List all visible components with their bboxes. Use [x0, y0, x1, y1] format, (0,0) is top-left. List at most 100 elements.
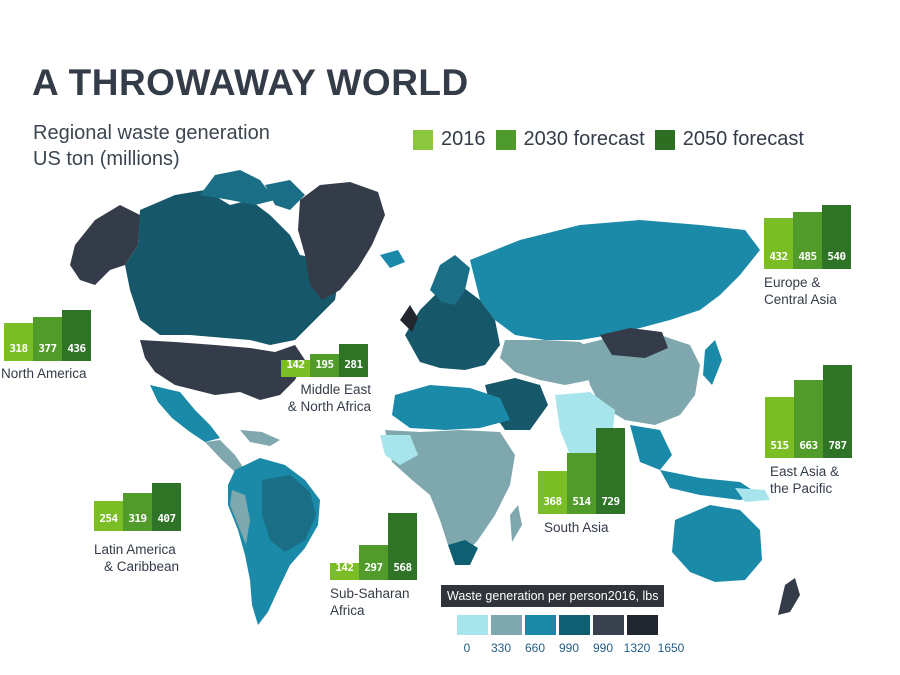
bar-value-2016: 515: [770, 439, 789, 452]
chart-subtitle: Regional waste generation US ton (millio…: [33, 120, 270, 172]
japan-shape: [703, 340, 722, 385]
bar-value-2050: 787: [828, 439, 847, 452]
central-america-shape: [205, 440, 245, 472]
bar-value-2030: 514: [572, 495, 591, 508]
scandinavia-shape: [430, 255, 470, 305]
central-asia-shape: [500, 340, 600, 385]
bar-2016: 318: [4, 323, 33, 361]
legend-item-2016: 2016: [413, 128, 486, 151]
bar-value-2050: 281: [344, 358, 363, 371]
legend-swatch-2016: [413, 129, 433, 150]
region-label-line-2: Central Asia: [764, 292, 837, 307]
region-label-line-1: Sub-Saharan: [330, 586, 410, 601]
region-label: North America: [1, 365, 91, 382]
region-north-america: 318 377 436 North America: [1, 310, 91, 382]
region-label-line-1: East Asia &: [770, 464, 840, 479]
scale-title: Waste generation per person2016, lbs: [441, 585, 665, 607]
scale-swatches: [457, 615, 691, 635]
china-shape: [580, 335, 700, 425]
region-label-line-2: & Caribbean: [104, 559, 180, 574]
bar-value-2016: 142: [335, 561, 354, 574]
region-mena: 142 195 281 Middle East & North Africa: [281, 344, 371, 415]
bar-2050: 281: [339, 344, 368, 377]
madagascar-shape: [510, 505, 522, 542]
bar-2030: 485: [793, 212, 822, 269]
southeast-asia-shape: [630, 425, 760, 500]
bar-2050: 407: [152, 483, 181, 531]
uk-shape: [400, 305, 418, 332]
region-label: Middle East & North Africa: [281, 381, 371, 415]
scale-swatch-2: [491, 615, 522, 635]
bar-2050: 436: [62, 310, 91, 361]
bar-2050: 540: [822, 205, 851, 269]
bar-value-2050: 436: [67, 342, 86, 355]
bar-2016: 142: [281, 358, 310, 377]
region-label: South Asia: [544, 519, 625, 536]
bar-2050: 729: [596, 428, 625, 514]
legend-swatch-2030: [495, 129, 516, 150]
region-south-asia: 368 514 729 South Asia: [538, 428, 625, 536]
scale-tick: 1650: [657, 641, 685, 655]
scale-ticks: 0 330 660 990 990 1320 1650: [450, 641, 691, 655]
new-zealand-shape: [778, 578, 800, 615]
south-africa-shape: [448, 540, 478, 565]
andes-shape: [230, 490, 250, 545]
west-africa-shape: [380, 435, 418, 465]
bar-group: 254 319 407: [94, 483, 181, 531]
bar-value-2016: 432: [769, 250, 788, 263]
canada-islands-shape: [200, 170, 305, 210]
legend-item-2030: 2030 forecast: [495, 128, 645, 151]
region-latin-america: 254 319 407 Latin America & Caribbean: [94, 483, 181, 575]
scale-tick: 1320: [623, 641, 651, 655]
bar-group: 318 377 436: [4, 310, 91, 361]
bar-2030: 377: [33, 317, 62, 361]
greenland-shape: [298, 182, 385, 300]
region-label-line-2: Africa: [330, 603, 365, 618]
legend-item-2050: 2050 forecast: [654, 128, 804, 151]
bar-2050: 568: [388, 513, 417, 580]
region-east-asia: 515 663 787 East Asia & the Pacific: [765, 365, 852, 497]
bar-2016: 254: [94, 501, 123, 531]
bar-group: 368 514 729: [538, 428, 625, 514]
bar-value-2030: 377: [38, 342, 57, 355]
bar-value-2030: 663: [799, 439, 818, 452]
bar-value-2016: 142: [286, 358, 305, 371]
bar-2016: 515: [765, 397, 794, 458]
region-label-line-2: the Pacific: [770, 481, 833, 496]
brazil-shape: [262, 475, 316, 552]
region-label: Latin America & Caribbean: [94, 541, 181, 575]
scale-tick: 660: [524, 641, 546, 655]
bar-2016: 432: [764, 218, 793, 269]
bar-group: 142 297 568: [330, 513, 417, 580]
mexico-shape: [150, 385, 220, 442]
bar-group: 432 485 540: [764, 205, 851, 269]
bar-2030: 195: [310, 354, 339, 377]
subtitle-line-2: US ton (millions): [33, 148, 180, 170]
per-person-scale: Waste generation per person2016, lbs 0 3…: [441, 585, 691, 655]
bar-value-2016: 254: [99, 512, 118, 525]
bar-value-2030: 485: [798, 250, 817, 263]
legend-label-2016: 2016: [441, 128, 486, 150]
bar-value-2016: 368: [543, 495, 562, 508]
scale-swatch-4: [559, 615, 590, 635]
bar-group: 515 663 787: [765, 365, 852, 458]
usa-shape: [140, 340, 305, 400]
caribbean-shape: [240, 430, 280, 446]
region-label-line-1: South Asia: [544, 520, 609, 535]
page-title: A THROWAWAY WORLD: [32, 62, 469, 103]
scale-tick: 0: [463, 641, 471, 655]
scale-swatch-6: [627, 615, 658, 635]
region-label-line-1: Middle East: [300, 382, 371, 397]
bar-value-2016: 318: [9, 342, 28, 355]
region-sub-saharan: 142 297 568 Sub-Saharan Africa: [330, 513, 417, 619]
region-europe: 432 485 540 Europe & Central Asia: [764, 205, 851, 308]
scale-tick: 990: [592, 641, 614, 655]
alaska-shape: [70, 205, 140, 285]
scale-swatch-5: [593, 615, 624, 635]
region-label-line-1: Europe &: [764, 275, 821, 290]
bar-value-2030: 297: [364, 561, 383, 574]
region-label-line-2: & North Africa: [287, 399, 371, 414]
subtitle-line-1: Regional waste generation: [33, 122, 270, 144]
region-label: Europe & Central Asia: [764, 274, 851, 308]
bar-2016: 142: [330, 561, 359, 580]
